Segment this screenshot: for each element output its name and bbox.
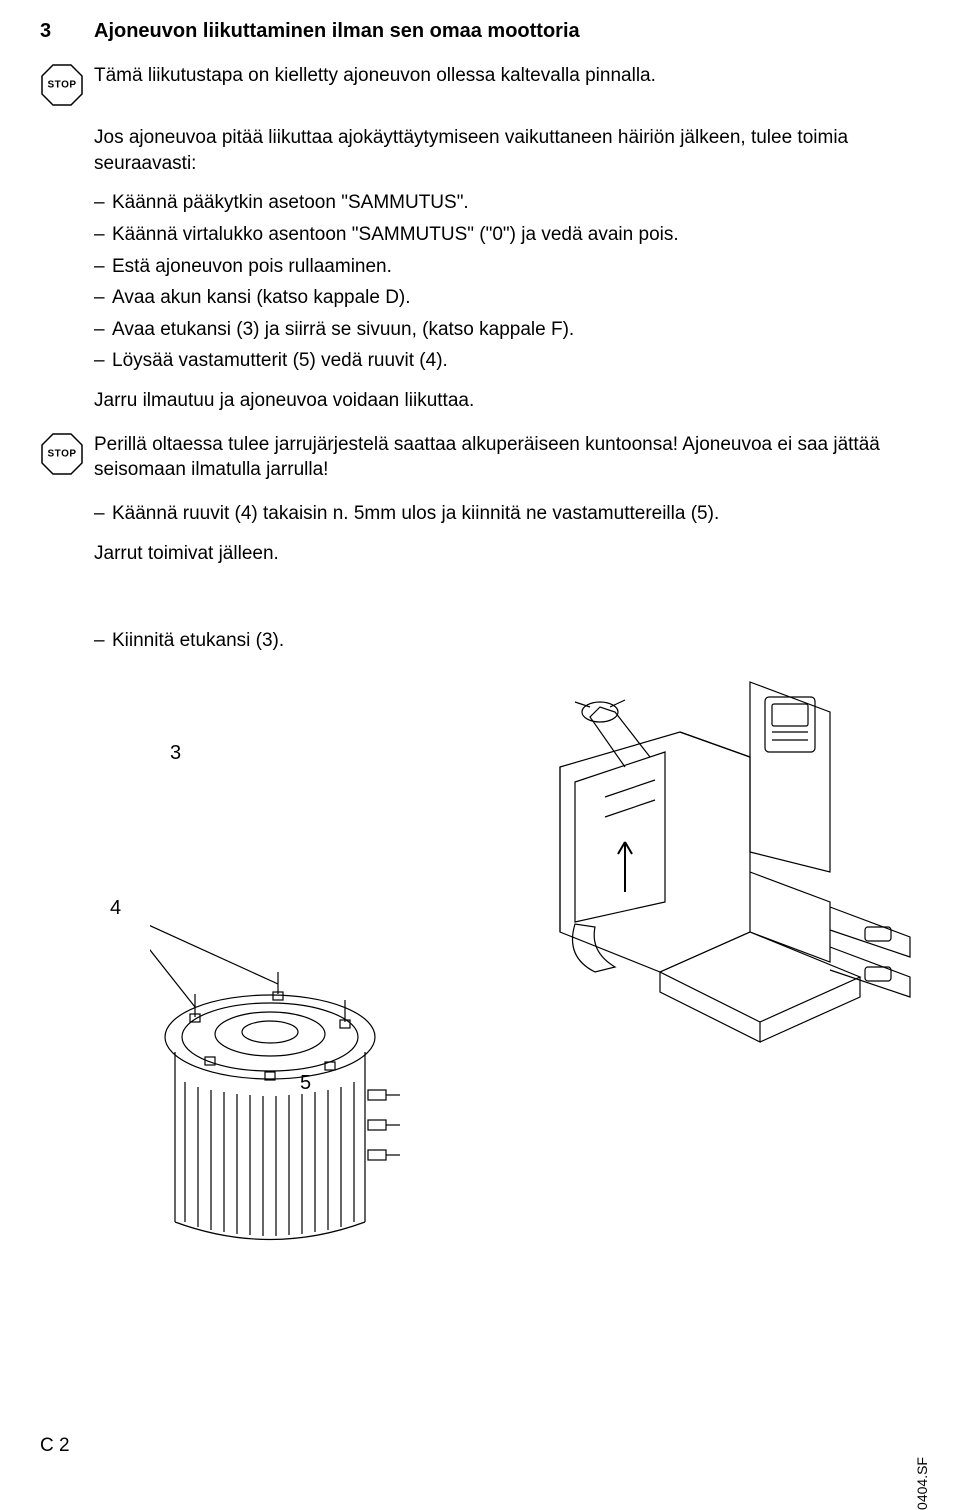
motor-illustration — [150, 922, 410, 1252]
page-footer-right: 0404.SF — [914, 1457, 930, 1510]
stop-label: STOP — [47, 80, 76, 91]
list-item: –Avaa etukansi (3) ja siirrä se sivuun, … — [94, 317, 880, 343]
list-item: –Käännä virtalukko asentoon "SAMMUTUS" (… — [94, 222, 880, 248]
list-item: –Käännä pääkytkin asetoon "SAMMUTUS". — [94, 190, 880, 216]
instruction-list-1: –Käännä pääkytkin asetoon "SAMMUTUS". –K… — [94, 190, 880, 374]
warning-text-2: Perillä oltaessa tulee jarrujärjestelä s… — [94, 432, 880, 483]
figure: 3 4 5 — [80, 672, 880, 1252]
list-item: –Avaa akun kansi (katso kappale D). — [94, 285, 880, 311]
callout-4: 4 — [110, 897, 121, 920]
instruction-list-3: –Kiinnitä etukansi (3). — [94, 628, 880, 654]
page-footer-left: C 2 — [40, 1435, 70, 1457]
section-number: 3 — [40, 20, 70, 43]
list-item: –Löysää vastamutterit (5) vedä ruuvit (4… — [94, 348, 880, 374]
instruction-list-2: –Käännä ruuvit (4) takaisin n. 5mm ulos … — [94, 501, 880, 527]
pallet-truck-illustration — [400, 672, 920, 1102]
stop-icon: STOP — [40, 432, 94, 476]
section-title: Ajoneuvon liikuttaminen ilman sen omaa m… — [94, 20, 580, 43]
callout-3: 3 — [170, 742, 181, 765]
list-item: –Käännä ruuvit (4) takaisin n. 5mm ulos … — [94, 501, 880, 527]
intro-text: Jos ajoneuvoa pitää liikuttaa ajokäyttäy… — [94, 125, 880, 176]
list-item: –Estä ajoneuvon pois rullaaminen. — [94, 254, 880, 280]
result-text-1: Jarru ilmautuu ja ajoneuvoa voidaan liik… — [94, 388, 880, 414]
stop-icon: STOP — [40, 63, 94, 107]
list-item: –Kiinnitä etukansi (3). — [94, 628, 880, 654]
stop-label: STOP — [47, 448, 76, 459]
result-text-2: Jarrut toimivat jälleen. — [94, 541, 880, 567]
warning-text-1: Tämä liikutustapa on kielletty ajoneuvon… — [94, 63, 880, 89]
callout-5: 5 — [300, 1072, 311, 1095]
